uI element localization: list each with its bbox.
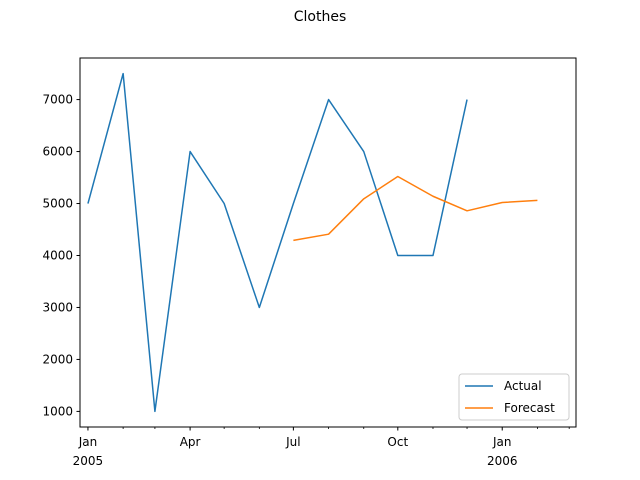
y-tick-label: 1000 [42, 404, 73, 418]
x-tick-label: Apr [180, 435, 201, 449]
series-line-actual [87, 72, 468, 413]
y-axis: 1000 2000 3000 4000 5000 6000 7000 [42, 93, 80, 418]
y-tick-label: 6000 [42, 145, 73, 159]
x-tick-year-label: 2006 [487, 454, 518, 468]
legend-label: Actual [504, 379, 542, 393]
y-tick-label: 5000 [42, 197, 73, 211]
series-line-forecast [293, 175, 538, 242]
x-axis: Jan 2005 Apr Jul Oct Jan 2006 [73, 427, 570, 468]
legend: Actual Forecast [458, 373, 570, 421]
y-tick-label: 2000 [42, 352, 73, 366]
chart-title: Clothes [294, 9, 347, 25]
y-tick-label: 4000 [42, 248, 73, 262]
legend-label: Forecast [504, 401, 555, 415]
y-tick-label: 7000 [42, 93, 73, 107]
x-tick-label: Jan [78, 435, 98, 449]
x-tick-label: Oct [387, 435, 408, 449]
plot-frame [79, 57, 577, 428]
plot-lines [87, 72, 538, 413]
y-tick-label: 3000 [42, 300, 73, 314]
x-tick-year-label: 2005 [73, 454, 104, 468]
x-tick-label: Jul [285, 435, 300, 449]
x-tick-label: Jan [492, 435, 512, 449]
